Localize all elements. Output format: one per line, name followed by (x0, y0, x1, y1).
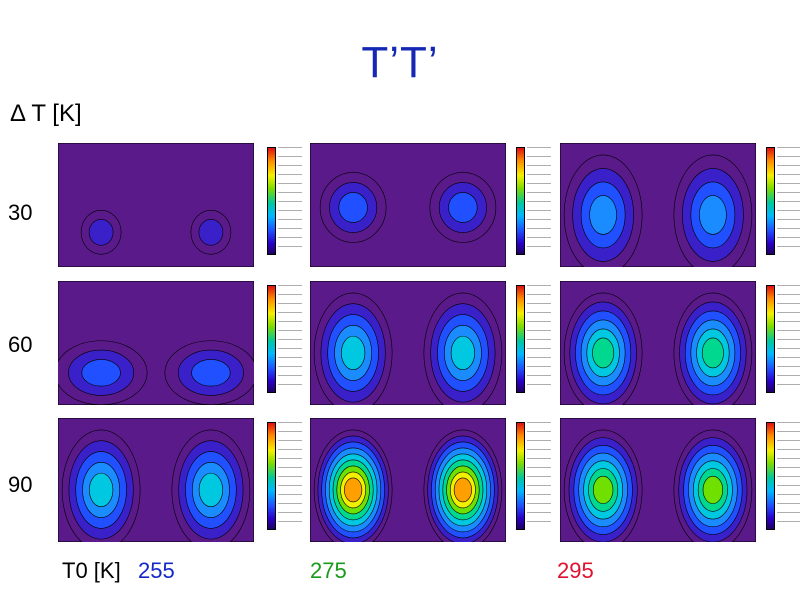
colorbar (766, 285, 800, 393)
contour-level-left-4 (89, 472, 114, 508)
contour-panel-dt60-t255 (58, 281, 254, 405)
colorbar (766, 147, 800, 255)
contour-level-left-3 (589, 195, 617, 235)
colorbar-gradient (766, 147, 775, 255)
contour-panel-dt90-t295 (560, 418, 756, 542)
colorbar-ticks (777, 422, 800, 530)
contour-level-right-1 (198, 218, 224, 246)
colorbar-ticks (278, 285, 302, 393)
contour-plot (310, 143, 506, 267)
contour-plot (58, 418, 254, 542)
contour-level-left-2 (81, 359, 121, 387)
colorbar-gradient (766, 422, 775, 530)
colorbar (267, 147, 307, 255)
colorbar (516, 147, 556, 255)
colorbar-gradient (766, 285, 775, 393)
colorbar-ticks (278, 147, 302, 255)
contour-level-right-2 (191, 359, 231, 387)
contour-level-right-4 (450, 335, 475, 371)
col-label-275: 275 (310, 558, 347, 583)
row-label-dt60: 60 (8, 332, 33, 357)
contour-panel-dt90-t275 (310, 418, 506, 542)
contour-level-left-4 (341, 335, 366, 371)
colorbar (516, 285, 556, 393)
colorbar (267, 422, 307, 530)
col-label-255: 255 (138, 558, 175, 583)
colorbar-gradient (267, 422, 276, 530)
contour-plot (310, 281, 506, 405)
contour-level-right-3 (699, 195, 727, 235)
contour-plot (560, 418, 756, 542)
row-label-dt30: 30 (8, 200, 33, 225)
contour-level-right-8 (453, 477, 472, 503)
colorbar-gradient (267, 285, 276, 393)
col-label-295: 295 (557, 558, 594, 583)
colorbar (516, 422, 556, 530)
colorbar-ticks (777, 147, 800, 255)
contour-level-left-5 (592, 337, 615, 369)
contour-level-left-2 (338, 192, 368, 223)
colorbar (766, 422, 800, 530)
colorbar-ticks (527, 285, 551, 393)
contour-level-left-6 (592, 475, 614, 504)
col-axis-label: T0 [K] (62, 558, 121, 583)
row-label-dt90: 90 (8, 472, 33, 497)
contour-level-right-5 (701, 337, 724, 369)
colorbar-gradient (516, 422, 525, 530)
contour-panel-dt30-t295 (560, 143, 756, 267)
colorbar-ticks (278, 422, 302, 530)
contour-panel-dt60-t295 (560, 281, 756, 405)
colorbar-ticks (527, 422, 551, 530)
contour-level-left-1 (88, 218, 114, 246)
row-axis-label: Δ T [K] (10, 100, 82, 127)
contour-level-right-4 (198, 472, 223, 508)
contour-panel-dt90-t255 (58, 418, 254, 542)
contour-plot (58, 281, 254, 405)
contour-panel-dt60-t275 (310, 281, 506, 405)
contour-level-right-6 (702, 475, 724, 504)
colorbar-gradient (516, 147, 525, 255)
colorbar-gradient (267, 147, 276, 255)
contour-plot (560, 281, 756, 405)
contour-plot (58, 143, 254, 267)
colorbar-gradient (516, 285, 525, 393)
contour-level-left-8 (344, 477, 363, 503)
contour-level-right-2 (448, 192, 478, 223)
contour-plot (310, 418, 506, 542)
contour-plot (560, 143, 756, 267)
chart-title: T’T’ (361, 38, 439, 87)
contour-panel-dt30-t255 (58, 143, 254, 267)
contour-panel-dt30-t275 (310, 143, 506, 267)
colorbar-ticks (777, 285, 800, 393)
colorbar-ticks (527, 147, 551, 255)
colorbar (267, 285, 307, 393)
